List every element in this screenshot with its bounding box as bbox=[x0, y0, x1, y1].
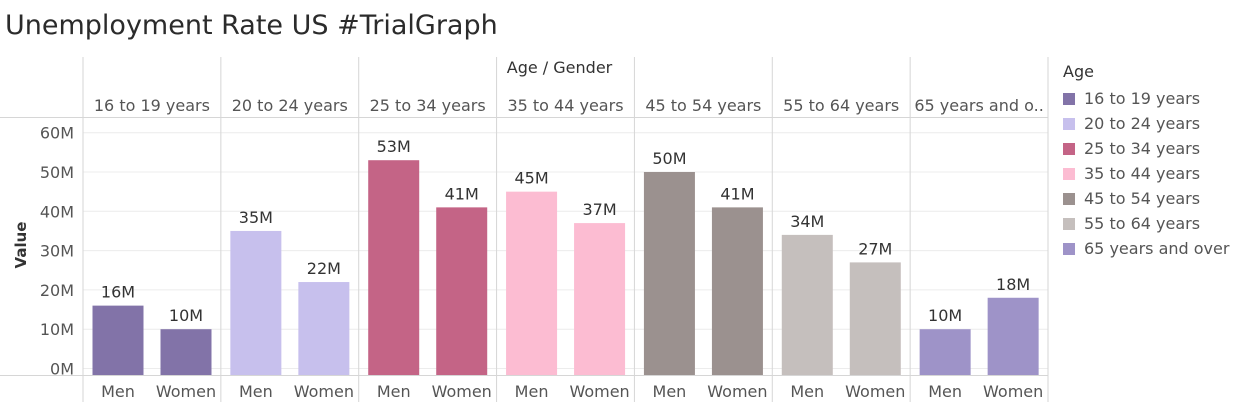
legend-label: 16 to 19 years bbox=[1084, 89, 1201, 108]
legend-swatch bbox=[1063, 92, 1075, 105]
x-tick-label: Women bbox=[432, 382, 492, 401]
x-tick-label: Men bbox=[790, 382, 824, 401]
x-tick-label: Men bbox=[653, 382, 687, 401]
y-tick-label: 20M bbox=[40, 281, 74, 300]
group-header-label: 20 to 24 years bbox=[232, 96, 348, 115]
bar-women bbox=[298, 282, 350, 375]
column-header-label: Age / Gender bbox=[507, 58, 613, 77]
legend-label: 65 years and over bbox=[1084, 239, 1230, 258]
legend-swatch bbox=[1063, 217, 1075, 230]
bar-value-label: 53M bbox=[377, 137, 411, 156]
bar-men bbox=[643, 172, 695, 375]
legend-swatch bbox=[1063, 142, 1075, 155]
legend-label: 20 to 24 years bbox=[1084, 114, 1201, 133]
legend-title: Age bbox=[1063, 62, 1094, 81]
bar-men bbox=[230, 230, 282, 375]
bar-value-label: 10M bbox=[169, 306, 203, 325]
chart-title: Unemployment Rate US #TrialGraph bbox=[5, 10, 498, 41]
bar-value-label: 50M bbox=[652, 149, 686, 168]
bar-women bbox=[849, 262, 901, 375]
x-tick-label: Women bbox=[983, 382, 1043, 401]
x-tick-label: Men bbox=[239, 382, 273, 401]
bar-men bbox=[92, 305, 144, 375]
legend-item[interactable]: 65 years and over bbox=[1063, 236, 1229, 261]
y-tick-label: 50M bbox=[40, 163, 74, 182]
bar-value-label: 27M bbox=[858, 239, 892, 258]
bar-value-label: 45M bbox=[514, 169, 548, 188]
legend: Age 16 to 19 years 20 to 24 years 25 to … bbox=[1063, 62, 1229, 261]
group-header-label: 16 to 19 years bbox=[94, 96, 210, 115]
legend-swatch bbox=[1063, 192, 1075, 205]
bar-value-label: 35M bbox=[239, 208, 273, 227]
legend-label: 55 to 64 years bbox=[1084, 214, 1201, 233]
bar-value-label: 18M bbox=[996, 275, 1030, 294]
group-header-label: 35 to 44 years bbox=[507, 96, 623, 115]
bar-value-label: 16M bbox=[101, 283, 135, 302]
legend-swatch bbox=[1063, 117, 1075, 130]
x-tick-label: Men bbox=[377, 382, 411, 401]
bar-value-label: 10M bbox=[928, 306, 962, 325]
x-tick-label: Women bbox=[294, 382, 354, 401]
bar-men bbox=[781, 234, 833, 375]
y-tick-label: 60M bbox=[40, 124, 74, 143]
legend-label: 25 to 34 years bbox=[1084, 139, 1201, 158]
y-tick-label: 30M bbox=[40, 242, 74, 261]
group-header-label: 55 to 64 years bbox=[783, 96, 899, 115]
bar-women bbox=[160, 329, 212, 375]
x-tick-label: Women bbox=[845, 382, 905, 401]
legend-label: 35 to 44 years bbox=[1084, 164, 1201, 183]
legend-swatch bbox=[1063, 167, 1075, 180]
bar-value-label: 41M bbox=[720, 184, 754, 203]
x-tick-label: Men bbox=[515, 382, 549, 401]
bar-chart: Age / Gender 0M 10M 20M 30M 40M 50M 60M Value 16 … bbox=[0, 57, 1049, 402]
legend-label: 45 to 54 years bbox=[1084, 189, 1201, 208]
bar-men bbox=[506, 191, 558, 375]
legend-swatch bbox=[1063, 242, 1075, 255]
y-axis-label: Value bbox=[12, 222, 30, 269]
x-tick-label: Women bbox=[569, 382, 629, 401]
bar-value-label: 37M bbox=[582, 200, 616, 219]
legend-item[interactable]: 55 to 64 years bbox=[1063, 211, 1229, 236]
y-tick-label: 40M bbox=[40, 202, 74, 221]
bar-men bbox=[368, 160, 420, 375]
bar-women bbox=[436, 207, 488, 375]
legend-item[interactable]: 16 to 19 years bbox=[1063, 86, 1229, 111]
group-header-label: 45 to 54 years bbox=[645, 96, 761, 115]
x-tick-label: Men bbox=[928, 382, 962, 401]
bar-men bbox=[919, 329, 971, 375]
legend-item[interactable]: 20 to 24 years bbox=[1063, 111, 1229, 136]
bar-women bbox=[574, 223, 626, 375]
group-header-label: 25 to 34 years bbox=[370, 96, 486, 115]
group-header-label: 65 years and o.. bbox=[914, 96, 1043, 115]
legend-item[interactable]: 35 to 44 years bbox=[1063, 161, 1229, 186]
x-tick-label: Women bbox=[156, 382, 216, 401]
x-tick-label: Women bbox=[707, 382, 767, 401]
bar-women bbox=[711, 207, 763, 375]
x-tick-label: Men bbox=[101, 382, 135, 401]
y-tick-label: 10M bbox=[40, 320, 74, 339]
bar-women bbox=[987, 297, 1039, 375]
legend-item[interactable]: 25 to 34 years bbox=[1063, 136, 1229, 161]
bar-value-label: 41M bbox=[445, 184, 479, 203]
legend-item[interactable]: 45 to 54 years bbox=[1063, 186, 1229, 211]
bar-value-label: 34M bbox=[790, 212, 824, 231]
bar-value-label: 22M bbox=[307, 259, 341, 278]
y-tick-label: 0M bbox=[50, 360, 74, 379]
